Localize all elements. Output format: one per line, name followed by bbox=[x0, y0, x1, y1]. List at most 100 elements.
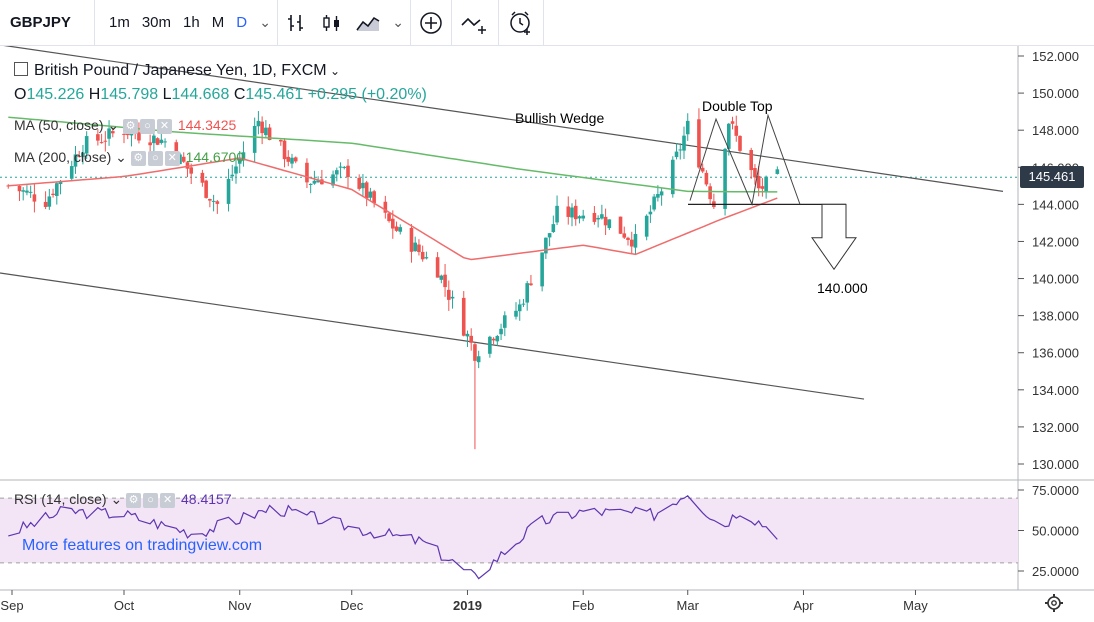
candle-body bbox=[600, 214, 604, 219]
close-icon[interactable]: ✕ bbox=[157, 118, 172, 134]
last-price-tag: 145.461 bbox=[1020, 166, 1084, 188]
candle-body bbox=[226, 178, 231, 204]
price-tick-label: 150.000 bbox=[1032, 86, 1079, 101]
area-style-icon[interactable] bbox=[350, 13, 386, 33]
candle-body bbox=[682, 135, 686, 151]
indicators-icon[interactable] bbox=[452, 12, 498, 34]
time-tick-label: Mar bbox=[677, 598, 700, 613]
candle-body bbox=[69, 166, 74, 179]
candle-body bbox=[335, 170, 339, 175]
candle-body bbox=[723, 148, 727, 209]
candle-body bbox=[25, 190, 29, 193]
price-tick-label: 148.000 bbox=[1032, 123, 1079, 138]
candle-body bbox=[279, 139, 283, 142]
candle-body bbox=[159, 139, 164, 143]
candle-body bbox=[756, 175, 761, 189]
toolbar-separator bbox=[94, 0, 95, 46]
candle-body bbox=[230, 174, 235, 177]
candle-body bbox=[435, 257, 440, 278]
candle-body bbox=[656, 194, 660, 198]
rsi-band-fill bbox=[0, 498, 1018, 563]
chevron-down-icon[interactable]: ⌄ bbox=[326, 64, 340, 78]
candle-body bbox=[204, 180, 208, 198]
candle-body bbox=[727, 123, 731, 149]
candle-body bbox=[465, 333, 470, 337]
time-tick-label: Feb bbox=[572, 598, 594, 613]
interval-month[interactable]: M bbox=[211, 14, 225, 31]
candle-body bbox=[77, 155, 81, 157]
chevron-down-icon[interactable]: ⌄ bbox=[115, 149, 127, 165]
candle-body bbox=[674, 151, 679, 158]
interval-1h[interactable]: 1h bbox=[183, 14, 200, 31]
candle-body bbox=[387, 213, 391, 222]
chevron-down-icon[interactable]: ⌄ bbox=[110, 491, 123, 507]
bar-style-icon[interactable] bbox=[278, 13, 314, 33]
chart-title: British Pound / Japanese Yen, 1D, FXCM bbox=[34, 62, 327, 79]
settings-icon[interactable]: ⚙ bbox=[130, 150, 146, 166]
candle-body bbox=[342, 166, 347, 168]
ma200-label: MA (200, close) bbox=[14, 149, 112, 165]
candle-body bbox=[697, 119, 701, 168]
candle-body bbox=[181, 156, 186, 162]
candle-body bbox=[293, 157, 298, 162]
visibility-icon[interactable]: ○ bbox=[140, 118, 155, 134]
target-down-arrow bbox=[811, 203, 857, 271]
candle-body bbox=[234, 166, 238, 174]
price-axis: 152.000150.000148.000146.000144.000142.0… bbox=[1032, 49, 1079, 472]
settings-icon[interactable]: ⚙ bbox=[123, 118, 138, 134]
low-value: 144.668 bbox=[171, 86, 230, 103]
symbol-search[interactable]: GBPJPY bbox=[10, 14, 71, 31]
close-icon[interactable]: ✕ bbox=[160, 492, 176, 508]
alert-clock-icon[interactable] bbox=[499, 10, 543, 36]
annotation-target-price: 140.000 bbox=[817, 280, 868, 296]
visibility-icon[interactable]: ○ bbox=[147, 150, 163, 166]
candle-body bbox=[286, 156, 291, 162]
annotation-double-top: Double Top bbox=[702, 98, 773, 114]
candle-body bbox=[551, 224, 556, 233]
candle-body bbox=[633, 233, 638, 248]
candle-body bbox=[417, 244, 421, 253]
add-compare-icon[interactable] bbox=[411, 11, 451, 35]
candle-body bbox=[122, 133, 126, 135]
interval-1m[interactable]: 1m bbox=[109, 14, 130, 31]
candle-body bbox=[555, 205, 559, 223]
ma50-value: 144.3425 bbox=[177, 117, 237, 133]
price-tick-label: 140.000 bbox=[1032, 272, 1079, 287]
time-axis: Sep Oct Nov Dec 2019 Feb Mar Apr May bbox=[0, 590, 928, 613]
candle-style-icon[interactable] bbox=[314, 13, 350, 33]
candle-body bbox=[163, 141, 167, 143]
candle-body bbox=[346, 165, 350, 178]
settings-gear-icon[interactable] bbox=[1045, 594, 1063, 612]
close-label: C bbox=[233, 86, 246, 103]
candle-body bbox=[237, 158, 242, 164]
toolbar-separator bbox=[451, 0, 453, 46]
candle-body bbox=[570, 207, 574, 218]
interval-30m[interactable]: 30m bbox=[141, 14, 172, 31]
chevron-down-icon[interactable]: ⌄ bbox=[107, 117, 120, 133]
candle-body bbox=[450, 296, 455, 299]
candle-body bbox=[383, 201, 388, 213]
candle-body bbox=[775, 169, 780, 174]
price-tick-label: 130.000 bbox=[1032, 457, 1079, 472]
candle-body bbox=[738, 135, 742, 151]
candle-body bbox=[544, 237, 548, 254]
candle-body bbox=[241, 152, 246, 161]
candle-body bbox=[618, 216, 623, 234]
candle-body bbox=[730, 121, 735, 124]
candle-body bbox=[331, 174, 335, 186]
visibility-icon[interactable]: ○ bbox=[143, 492, 159, 508]
promo-link[interactable]: More features on tradingview.com bbox=[22, 537, 263, 554]
chevron-down-icon[interactable]: ⌄ bbox=[259, 14, 271, 30]
candle-body bbox=[47, 196, 52, 207]
ma50-line bbox=[8, 157, 778, 261]
candle-body bbox=[200, 172, 205, 183]
interval-day[interactable]: D bbox=[236, 14, 248, 31]
collapse-icon[interactable] bbox=[14, 62, 28, 76]
candle-body bbox=[540, 252, 544, 287]
candle-body bbox=[764, 176, 768, 192]
chevron-down-icon[interactable]: ⌄ bbox=[392, 14, 404, 30]
close-icon[interactable]: ✕ bbox=[164, 150, 180, 166]
settings-icon[interactable]: ⚙ bbox=[126, 492, 142, 508]
candle-body bbox=[316, 180, 320, 183]
candle-body bbox=[447, 289, 451, 300]
